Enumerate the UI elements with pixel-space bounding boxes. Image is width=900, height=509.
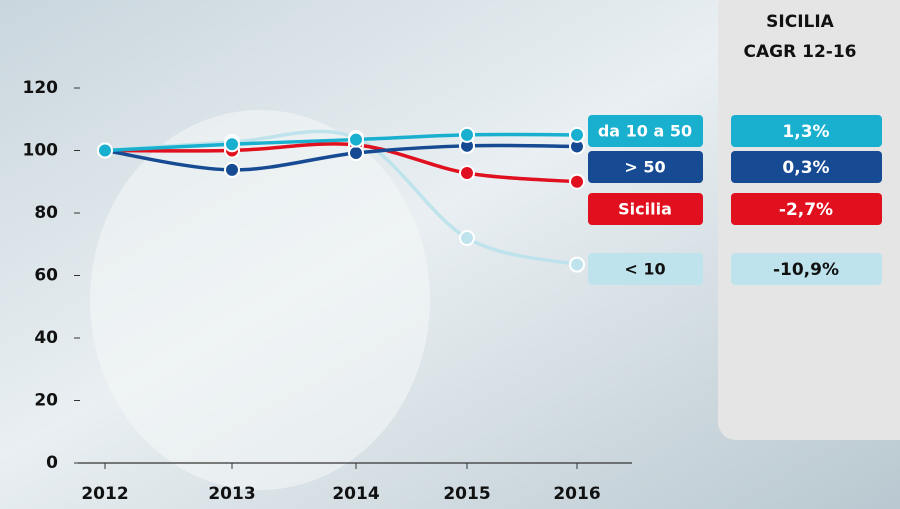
x-tick-label: 2015 bbox=[443, 484, 490, 504]
y-tick-label: 100 bbox=[23, 141, 59, 161]
y-tick-label: 80 bbox=[34, 203, 58, 223]
point bbox=[348, 131, 364, 148]
y-tick-label: 120 bbox=[23, 78, 59, 98]
x-tick-label: 2013 bbox=[208, 484, 255, 504]
point bbox=[569, 256, 585, 273]
point bbox=[459, 126, 475, 143]
y-tick-label: 60 bbox=[34, 266, 58, 286]
legend-box bbox=[588, 253, 703, 285]
legend-box bbox=[588, 151, 703, 183]
point bbox=[569, 126, 585, 143]
point bbox=[459, 165, 475, 181]
y-tick-label: 20 bbox=[34, 391, 58, 411]
legend-box bbox=[588, 115, 703, 147]
background-shape bbox=[90, 110, 430, 490]
legend-label: < 10 bbox=[624, 260, 665, 279]
y-tick-label: 40 bbox=[34, 328, 58, 348]
cagr-box bbox=[731, 151, 882, 183]
y-tick-label: 0 bbox=[46, 453, 58, 473]
legend-label: > 50 bbox=[624, 158, 665, 177]
point bbox=[97, 142, 113, 159]
point bbox=[224, 161, 240, 178]
point bbox=[348, 145, 364, 161]
legend-box bbox=[588, 193, 703, 225]
cagr-box bbox=[731, 253, 882, 285]
cagr-box bbox=[731, 193, 882, 225]
cagr-label: 1,3% bbox=[782, 122, 829, 142]
panel-title: CAGR 12-16 bbox=[744, 42, 857, 62]
point bbox=[459, 230, 475, 246]
legend-label: da 10 a 50 bbox=[598, 122, 692, 141]
point bbox=[224, 136, 240, 153]
x-tick-label: 2014 bbox=[332, 484, 379, 504]
cagr-box bbox=[731, 115, 882, 147]
legend-label: Sicilia bbox=[618, 200, 672, 219]
point bbox=[569, 173, 585, 190]
cagr-label: -10,9% bbox=[773, 260, 839, 280]
cagr-label: 0,3% bbox=[782, 158, 829, 178]
x-tick-label: 2016 bbox=[553, 484, 600, 504]
x-tick-label: 2012 bbox=[81, 484, 128, 504]
cagr-label: -2,7% bbox=[779, 200, 833, 220]
panel-title: SICILIA bbox=[766, 12, 835, 32]
